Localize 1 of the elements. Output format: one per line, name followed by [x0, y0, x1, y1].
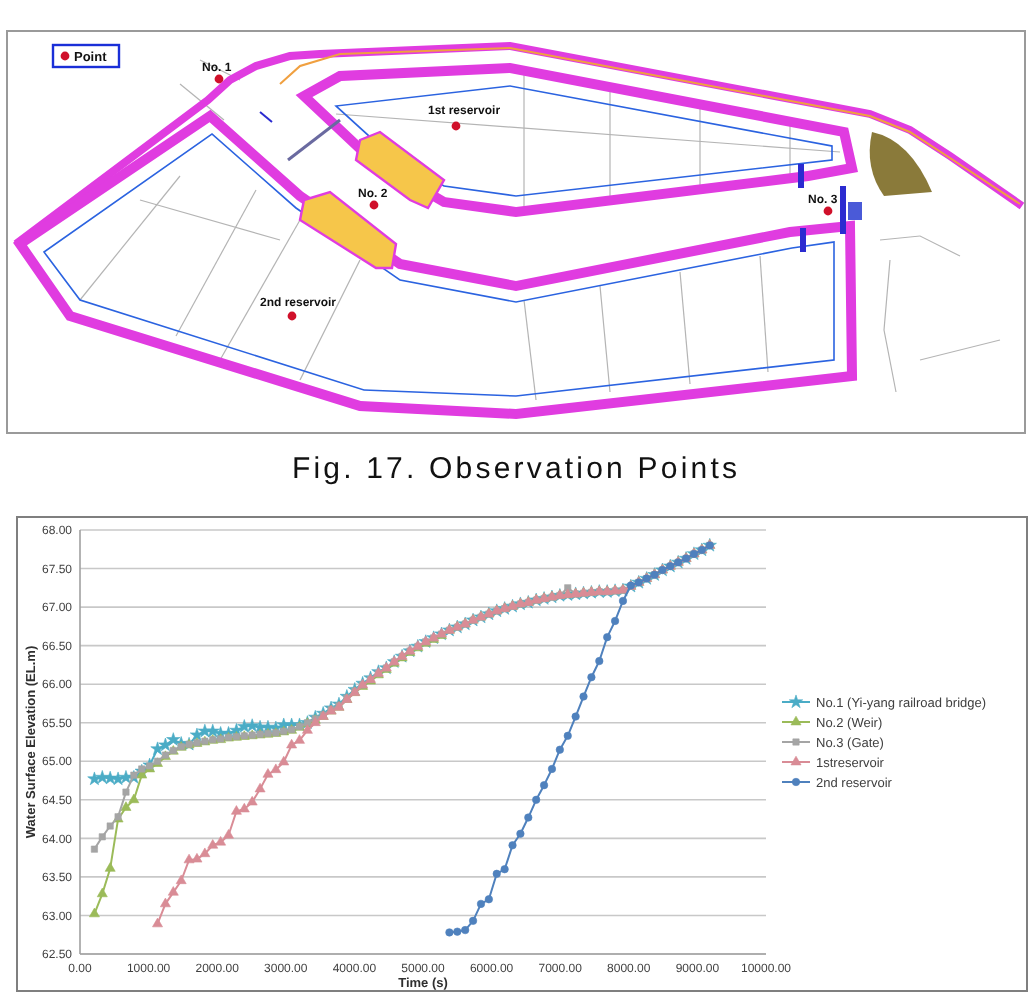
caption: Fig. 17. Observation Points	[291, 452, 741, 486]
